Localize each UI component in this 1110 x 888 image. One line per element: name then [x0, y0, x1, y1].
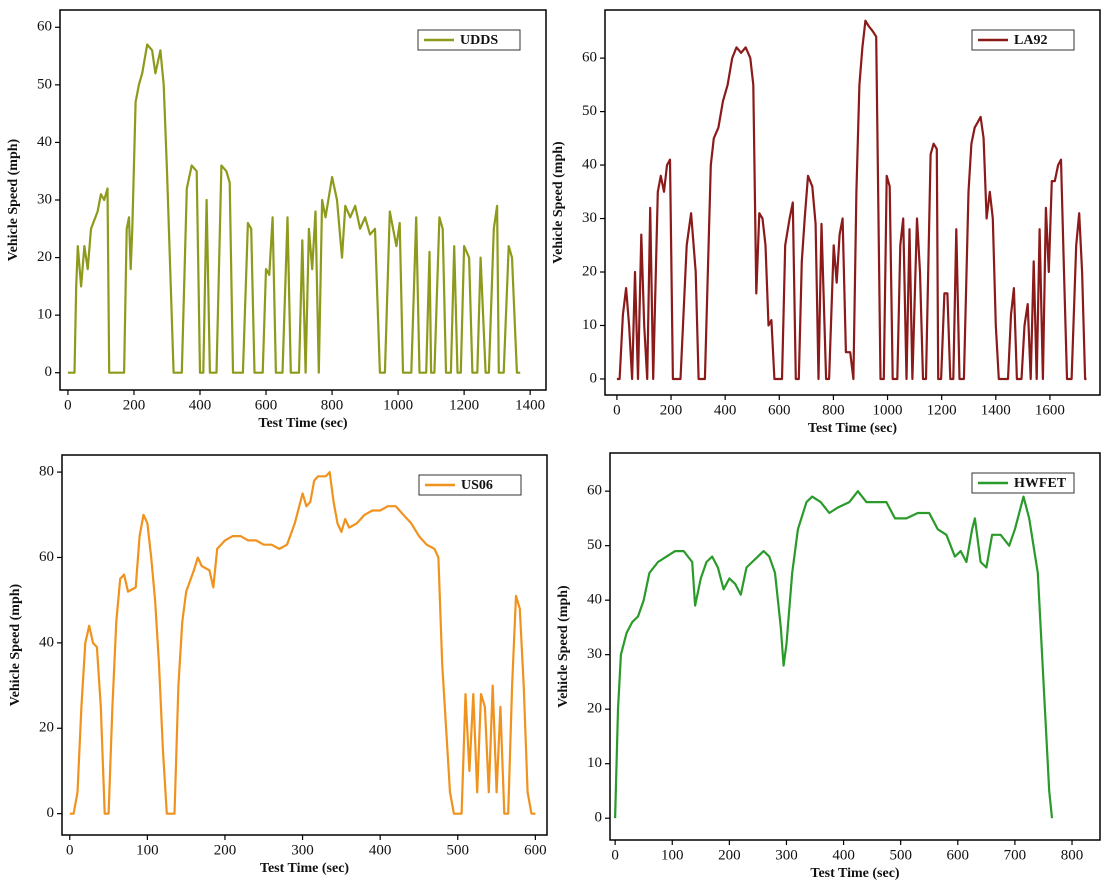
y-tick-label: 60: [587, 483, 602, 499]
y-axis-label: Vehicle Speed (mph): [556, 585, 571, 708]
x-tick-label: 300: [291, 842, 314, 858]
y-tick-label: 10: [587, 755, 602, 771]
y-tick-label: 20: [587, 701, 602, 717]
y-tick-label: 40: [37, 134, 52, 150]
legend-box: [418, 474, 522, 496]
speed-line: [616, 19, 1087, 381]
speed-line: [69, 471, 536, 815]
x-tick-label: 1200: [449, 397, 479, 413]
y-tick-label: 0: [590, 370, 598, 386]
x-tick-label: 600: [768, 402, 791, 418]
legend-box: [971, 472, 1075, 494]
y-tick-label: 40: [582, 157, 597, 173]
x-axis-label: Test Time (sec): [810, 866, 900, 881]
y-tick-label: 30: [582, 210, 597, 226]
y-tick-label: 50: [582, 103, 597, 119]
y-tick-label: 20: [582, 263, 597, 279]
plot-frame: [61, 454, 548, 836]
x-tick-label: 700: [1004, 847, 1027, 863]
plot-frame: [609, 452, 1101, 841]
x-axis-label: Test Time (sec): [808, 421, 898, 436]
legend-label: UDDS: [460, 33, 498, 48]
y-tick-label: 60: [39, 549, 54, 565]
plot-frame: [604, 9, 1101, 396]
x-tick-label: 1200: [927, 402, 957, 418]
x-tick-label: 800: [1061, 847, 1084, 863]
legend-label: HWFET: [1014, 476, 1067, 491]
x-tick-label: 800: [822, 402, 845, 418]
x-tick-label: 100: [661, 847, 684, 863]
y-tick-label: 30: [37, 191, 52, 207]
x-tick-label: 400: [189, 397, 212, 413]
x-tick-label: 200: [214, 842, 237, 858]
y-tick-label: 10: [582, 317, 597, 333]
speed-line: [67, 43, 521, 374]
x-tick-label: 100: [136, 842, 159, 858]
y-tick-label: 50: [587, 537, 602, 553]
x-tick-label: 400: [832, 847, 855, 863]
y-tick-label: 20: [37, 249, 52, 265]
y-tick-label: 20: [39, 720, 54, 736]
x-tick-label: 0: [613, 402, 621, 418]
x-axis-label: Test Time (sec): [258, 416, 348, 431]
y-axis-label: Vehicle Speed (mph): [6, 138, 21, 261]
y-axis-label: Vehicle Speed (mph): [8, 583, 23, 706]
x-tick-label: 1000: [873, 402, 903, 418]
y-tick-label: 0: [47, 805, 55, 821]
y-tick-label: 30: [587, 646, 602, 662]
y-tick-label: 80: [39, 464, 54, 480]
y-tick-label: 0: [595, 810, 603, 826]
y-tick-label: 40: [587, 592, 602, 608]
x-tick-label: 0: [611, 847, 619, 863]
y-tick-label: 60: [582, 50, 597, 66]
y-tick-label: 60: [37, 19, 52, 35]
y-tick-label: 40: [39, 634, 54, 650]
y-tick-label: 0: [45, 364, 53, 380]
x-tick-label: 600: [947, 847, 970, 863]
legend-box: [417, 29, 521, 51]
legend-box: [971, 29, 1075, 51]
legend-label: US06: [461, 478, 493, 493]
x-tick-label: 200: [123, 397, 146, 413]
x-tick-label: 200: [718, 847, 741, 863]
x-tick-label: 1400: [515, 397, 545, 413]
x-tick-label: 400: [369, 842, 392, 858]
x-tick-label: 800: [321, 397, 344, 413]
x-tick-label: 600: [524, 842, 547, 858]
y-tick-label: 50: [37, 76, 52, 92]
x-tick-label: 300: [775, 847, 798, 863]
y-axis-label: Vehicle Speed (mph): [551, 141, 566, 264]
x-tick-label: 600: [255, 397, 278, 413]
x-tick-label: 0: [66, 842, 74, 858]
x-tick-label: 500: [889, 847, 912, 863]
legend-label: LA92: [1014, 33, 1047, 48]
x-tick-label: 1600: [1035, 402, 1065, 418]
x-tick-label: 200: [660, 402, 683, 418]
x-tick-label: 0: [64, 397, 72, 413]
x-tick-label: 1000: [383, 397, 413, 413]
speed-line: [614, 490, 1054, 819]
x-axis-label: Test Time (sec): [260, 861, 350, 876]
x-tick-label: 1400: [981, 402, 1011, 418]
y-tick-label: 10: [37, 307, 52, 323]
x-tick-label: 400: [714, 402, 737, 418]
x-tick-label: 500: [447, 842, 470, 858]
